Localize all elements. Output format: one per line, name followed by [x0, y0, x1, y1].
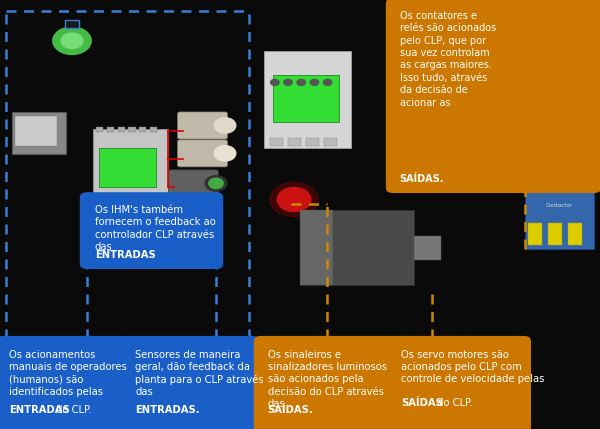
- Text: Os IHM's também
fornecem o feedback ao
controlador CLP através
das: Os IHM's também fornecem o feedback ao c…: [95, 205, 215, 252]
- FancyBboxPatch shape: [65, 20, 79, 28]
- Circle shape: [297, 79, 305, 85]
- FancyBboxPatch shape: [178, 112, 227, 139]
- Text: ENTRADAS.: ENTRADAS.: [135, 405, 200, 415]
- FancyBboxPatch shape: [525, 148, 594, 249]
- FancyBboxPatch shape: [324, 138, 337, 146]
- Text: CLP: CLP: [124, 199, 138, 205]
- Text: Os sinaleiros e
sinalizadores luminosos
são acionados pela
decisão do CLP atravé: Os sinaleiros e sinalizadores luminosos …: [268, 350, 386, 409]
- Circle shape: [277, 187, 311, 211]
- Text: SAÍDAS.: SAÍDAS.: [400, 174, 444, 184]
- FancyBboxPatch shape: [96, 127, 103, 132]
- FancyBboxPatch shape: [388, 336, 531, 429]
- FancyBboxPatch shape: [306, 138, 319, 146]
- FancyBboxPatch shape: [264, 51, 351, 148]
- Circle shape: [284, 79, 292, 85]
- Text: SAÍDAS.: SAÍDAS.: [268, 405, 313, 415]
- Text: Os contatores e
relés são acionados
pelo CLP, que por
sua vez controlam
as carga: Os contatores e relés são acionados pelo…: [400, 11, 496, 108]
- Circle shape: [271, 79, 279, 85]
- Text: do CLP.: do CLP.: [53, 405, 92, 415]
- Circle shape: [310, 79, 319, 85]
- FancyBboxPatch shape: [568, 223, 582, 245]
- FancyBboxPatch shape: [107, 127, 114, 132]
- FancyBboxPatch shape: [15, 116, 57, 146]
- FancyBboxPatch shape: [150, 127, 157, 132]
- FancyBboxPatch shape: [528, 223, 542, 245]
- Text: ENTRADAS: ENTRADAS: [95, 250, 155, 260]
- FancyBboxPatch shape: [178, 140, 227, 167]
- Circle shape: [270, 182, 318, 217]
- Text: Contactor: Contactor: [546, 203, 573, 208]
- FancyBboxPatch shape: [139, 127, 146, 132]
- FancyBboxPatch shape: [300, 210, 333, 285]
- Circle shape: [323, 79, 332, 85]
- FancyBboxPatch shape: [386, 0, 600, 193]
- Text: ENTRADAS: ENTRADAS: [9, 405, 70, 415]
- FancyBboxPatch shape: [288, 138, 301, 146]
- Circle shape: [53, 27, 91, 54]
- FancyBboxPatch shape: [254, 336, 397, 429]
- Text: Os acionamentos
manuais de operadores
(humanos) são
identificados pelas: Os acionamentos manuais de operadores (h…: [9, 350, 127, 397]
- FancyBboxPatch shape: [273, 75, 339, 122]
- FancyBboxPatch shape: [12, 112, 66, 154]
- FancyBboxPatch shape: [548, 223, 562, 245]
- Circle shape: [209, 178, 223, 189]
- Circle shape: [61, 33, 83, 48]
- FancyBboxPatch shape: [122, 336, 259, 429]
- FancyBboxPatch shape: [414, 236, 441, 260]
- Text: do CLP.: do CLP.: [434, 398, 473, 408]
- FancyBboxPatch shape: [93, 129, 168, 212]
- Text: Os servo motores são
acionados pelo CLP com
controle de velocidade pelas: Os servo motores são acionados pelo CLP …: [401, 350, 544, 384]
- Text: SAÍDAS: SAÍDAS: [401, 398, 443, 408]
- FancyBboxPatch shape: [300, 210, 414, 285]
- FancyBboxPatch shape: [99, 148, 156, 187]
- FancyBboxPatch shape: [118, 127, 125, 132]
- FancyBboxPatch shape: [0, 336, 130, 429]
- Circle shape: [214, 118, 236, 133]
- FancyBboxPatch shape: [528, 152, 591, 163]
- Circle shape: [205, 176, 227, 191]
- FancyBboxPatch shape: [80, 192, 223, 269]
- Circle shape: [214, 146, 236, 161]
- FancyBboxPatch shape: [270, 138, 283, 146]
- FancyBboxPatch shape: [128, 127, 136, 132]
- Text: Sensores de maneira
geral, dão feedback da
planta para o CLP através
das: Sensores de maneira geral, dão feedback …: [135, 350, 263, 398]
- FancyBboxPatch shape: [169, 170, 218, 197]
